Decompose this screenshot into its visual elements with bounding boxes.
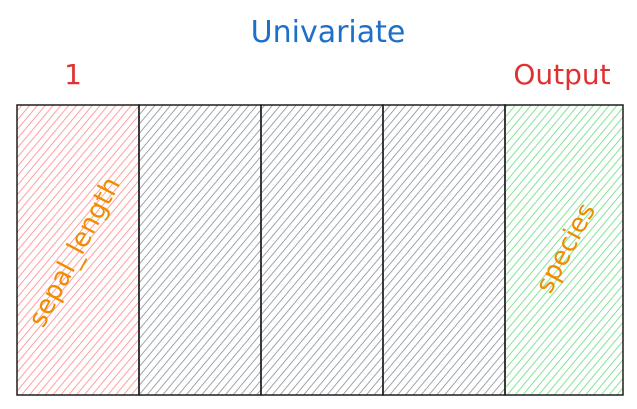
column-unused-feature <box>382 104 506 396</box>
column-sepal-length: sepal_length <box>16 104 140 396</box>
column-unused-feature <box>260 104 384 396</box>
column-species: species <box>504 104 624 396</box>
output-marker: Output <box>513 58 610 91</box>
column-unused-feature <box>138 104 262 396</box>
input-count-marker: 1 <box>64 58 82 91</box>
diagram-title: Univariate <box>251 15 406 50</box>
